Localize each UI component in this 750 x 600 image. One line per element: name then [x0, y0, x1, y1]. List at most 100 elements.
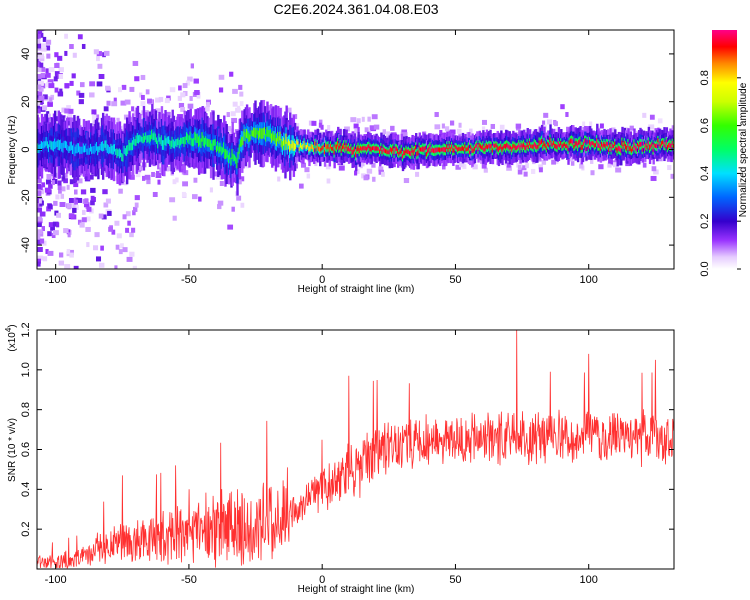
- spectrogram-cell: [37, 178, 42, 184]
- spectrogram-cell: [69, 44, 74, 50]
- spectrogram-cell: [90, 187, 96, 193]
- spectrogram-cell: [47, 101, 53, 107]
- spectrogram-cell: [344, 126, 350, 132]
- spectrogram-cell: [382, 129, 386, 135]
- spectrogram-cell: [79, 82, 85, 88]
- spectrogram-cell: [65, 309, 69, 314]
- spectrogram-cell: [41, 43, 47, 49]
- spectrogram-cell: [37, 282, 41, 287]
- y-tick-label: 0.6: [20, 442, 32, 457]
- colorbar-ticks: 0.0 0.2 0.4 0.6 0.8: [699, 70, 741, 277]
- spectrogram-cell: [37, 67, 42, 73]
- colorbar-tick-label: 0.0: [699, 261, 711, 276]
- spectrogram-cell: [434, 112, 439, 118]
- spectrogram-cell: [45, 39, 52, 45]
- spectrogram-cell: [129, 251, 135, 257]
- spectrogram-cell: [38, 53, 44, 59]
- spectrogram-cell: [40, 72, 46, 78]
- spectrogram-cell: [45, 68, 49, 74]
- spectrogram-cell: [481, 126, 486, 132]
- colorbar-tick-label: 0.4: [699, 166, 711, 181]
- spectrogram-cell: [227, 224, 234, 230]
- spectrogram-cell: [106, 100, 111, 106]
- spectrogram-cell: [37, 222, 42, 228]
- spectrogram-cell: [47, 231, 52, 237]
- spectrogram-cell: [134, 76, 140, 82]
- spectrogram-cell: [517, 169, 523, 175]
- spectrogram-cell: [134, 195, 140, 201]
- spectrogram-cell: [100, 245, 104, 251]
- spectrogram-cell: [42, 256, 48, 262]
- spectrogram-cell: [551, 159, 557, 165]
- spectrogram-cell: [546, 119, 553, 125]
- spectrogram-cell: [434, 124, 441, 130]
- spectrogram-cell: [523, 129, 529, 135]
- spectrogram-cell: [339, 129, 346, 135]
- spectrogram-cell: [356, 126, 360, 132]
- spectrogram-cell: [128, 12, 133, 17]
- spectrogram-cell: [499, 124, 505, 130]
- spectrogram-cell: [37, 239, 42, 245]
- spectrogram-cell: [182, 181, 189, 187]
- spectrogram-cell: [361, 116, 365, 122]
- spectrogram-cell: [64, 264, 71, 269]
- spectrogram-cell: [381, 171, 385, 177]
- spectrogram-cell: [361, 173, 366, 179]
- colorbar-label: Normalized spectral amplitude: [738, 82, 749, 217]
- spectrogram-cell: [135, 172, 141, 178]
- spectrogram-cell: [37, 114, 39, 120]
- spectrogram-cell: [236, 105, 241, 111]
- spectrogram-cell: [61, 186, 66, 192]
- spectrogram-cell: [67, 232, 71, 238]
- spectrogram-cell: [525, 163, 529, 169]
- spectrogram-cell: [90, 195, 95, 201]
- spectrogram-cell: [306, 173, 311, 179]
- spectrogram-cell: [118, 87, 123, 93]
- spectrogram-cell: [648, 124, 655, 130]
- spectrogram-cell: [338, 165, 345, 171]
- y-tick-label: 40: [20, 48, 32, 60]
- spectrogram-cell: [538, 167, 543, 173]
- snr-panel: -100 -50 0 50 100 0.2 0.4 0.6 0.8 1.0 1.2 Height …: [4, 322, 675, 595]
- spectrogram-cell: [37, 99, 41, 105]
- spectrogram-cell: [41, 226, 45, 232]
- spectrogram-cell: [607, 162, 612, 168]
- spectrogram-y-label: Frequency (Hz): [7, 116, 18, 185]
- spectrogram-cell: [93, 114, 100, 120]
- spectrogram-cell: [523, 171, 528, 177]
- spectrogram-cell: [129, 171, 135, 177]
- spectrogram-cell: [354, 170, 358, 176]
- spectrogram-cell: [68, 197, 74, 203]
- spectrogram-cell: [69, 179, 74, 185]
- spectrogram-marks: [37, 8, 674, 314]
- spectrogram-cell: [125, 227, 130, 233]
- spectrogram-cell: [47, 79, 54, 85]
- spectrogram-cell: [123, 114, 129, 120]
- spectrogram-cell: [314, 161, 318, 167]
- spectrogram-cell: [152, 161, 156, 167]
- spectrogram-cell: [560, 104, 565, 110]
- snr-x-label: Height of straight line (km): [298, 584, 415, 595]
- spectrogram-cell: [230, 111, 236, 117]
- spectrogram-cell: [44, 24, 49, 29]
- spectrogram-cell: [73, 8, 77, 13]
- spectrogram-cell: [134, 202, 139, 208]
- spectrogram-cell: [172, 215, 177, 221]
- spectrogram-cell: [401, 129, 408, 135]
- spectrogram-cell: [76, 90, 81, 96]
- spectrogram-cell: [98, 73, 105, 79]
- y-tick-label: 1.2: [20, 322, 32, 337]
- spectrogram-cell: [238, 179, 242, 185]
- spectrogram-cell: [229, 71, 234, 77]
- spectrogram-cell: [653, 169, 659, 175]
- spectrogram-cell: [60, 193, 65, 199]
- spectrogram-cell: [77, 34, 83, 40]
- y-tick-label: 0: [20, 146, 32, 152]
- spectrogram-y-ticks: -40 -20 0 20 40: [20, 48, 674, 253]
- spectrogram-cell: [41, 305, 47, 310]
- spectrogram-cell: [72, 203, 76, 209]
- snr-y-ticks: 0.2 0.4 0.6 0.8 1.0 1.2: [20, 322, 674, 537]
- spectrogram-cell: [37, 190, 42, 196]
- spectrogram-cell: [299, 183, 304, 189]
- spectrogram-cell: [386, 131, 391, 137]
